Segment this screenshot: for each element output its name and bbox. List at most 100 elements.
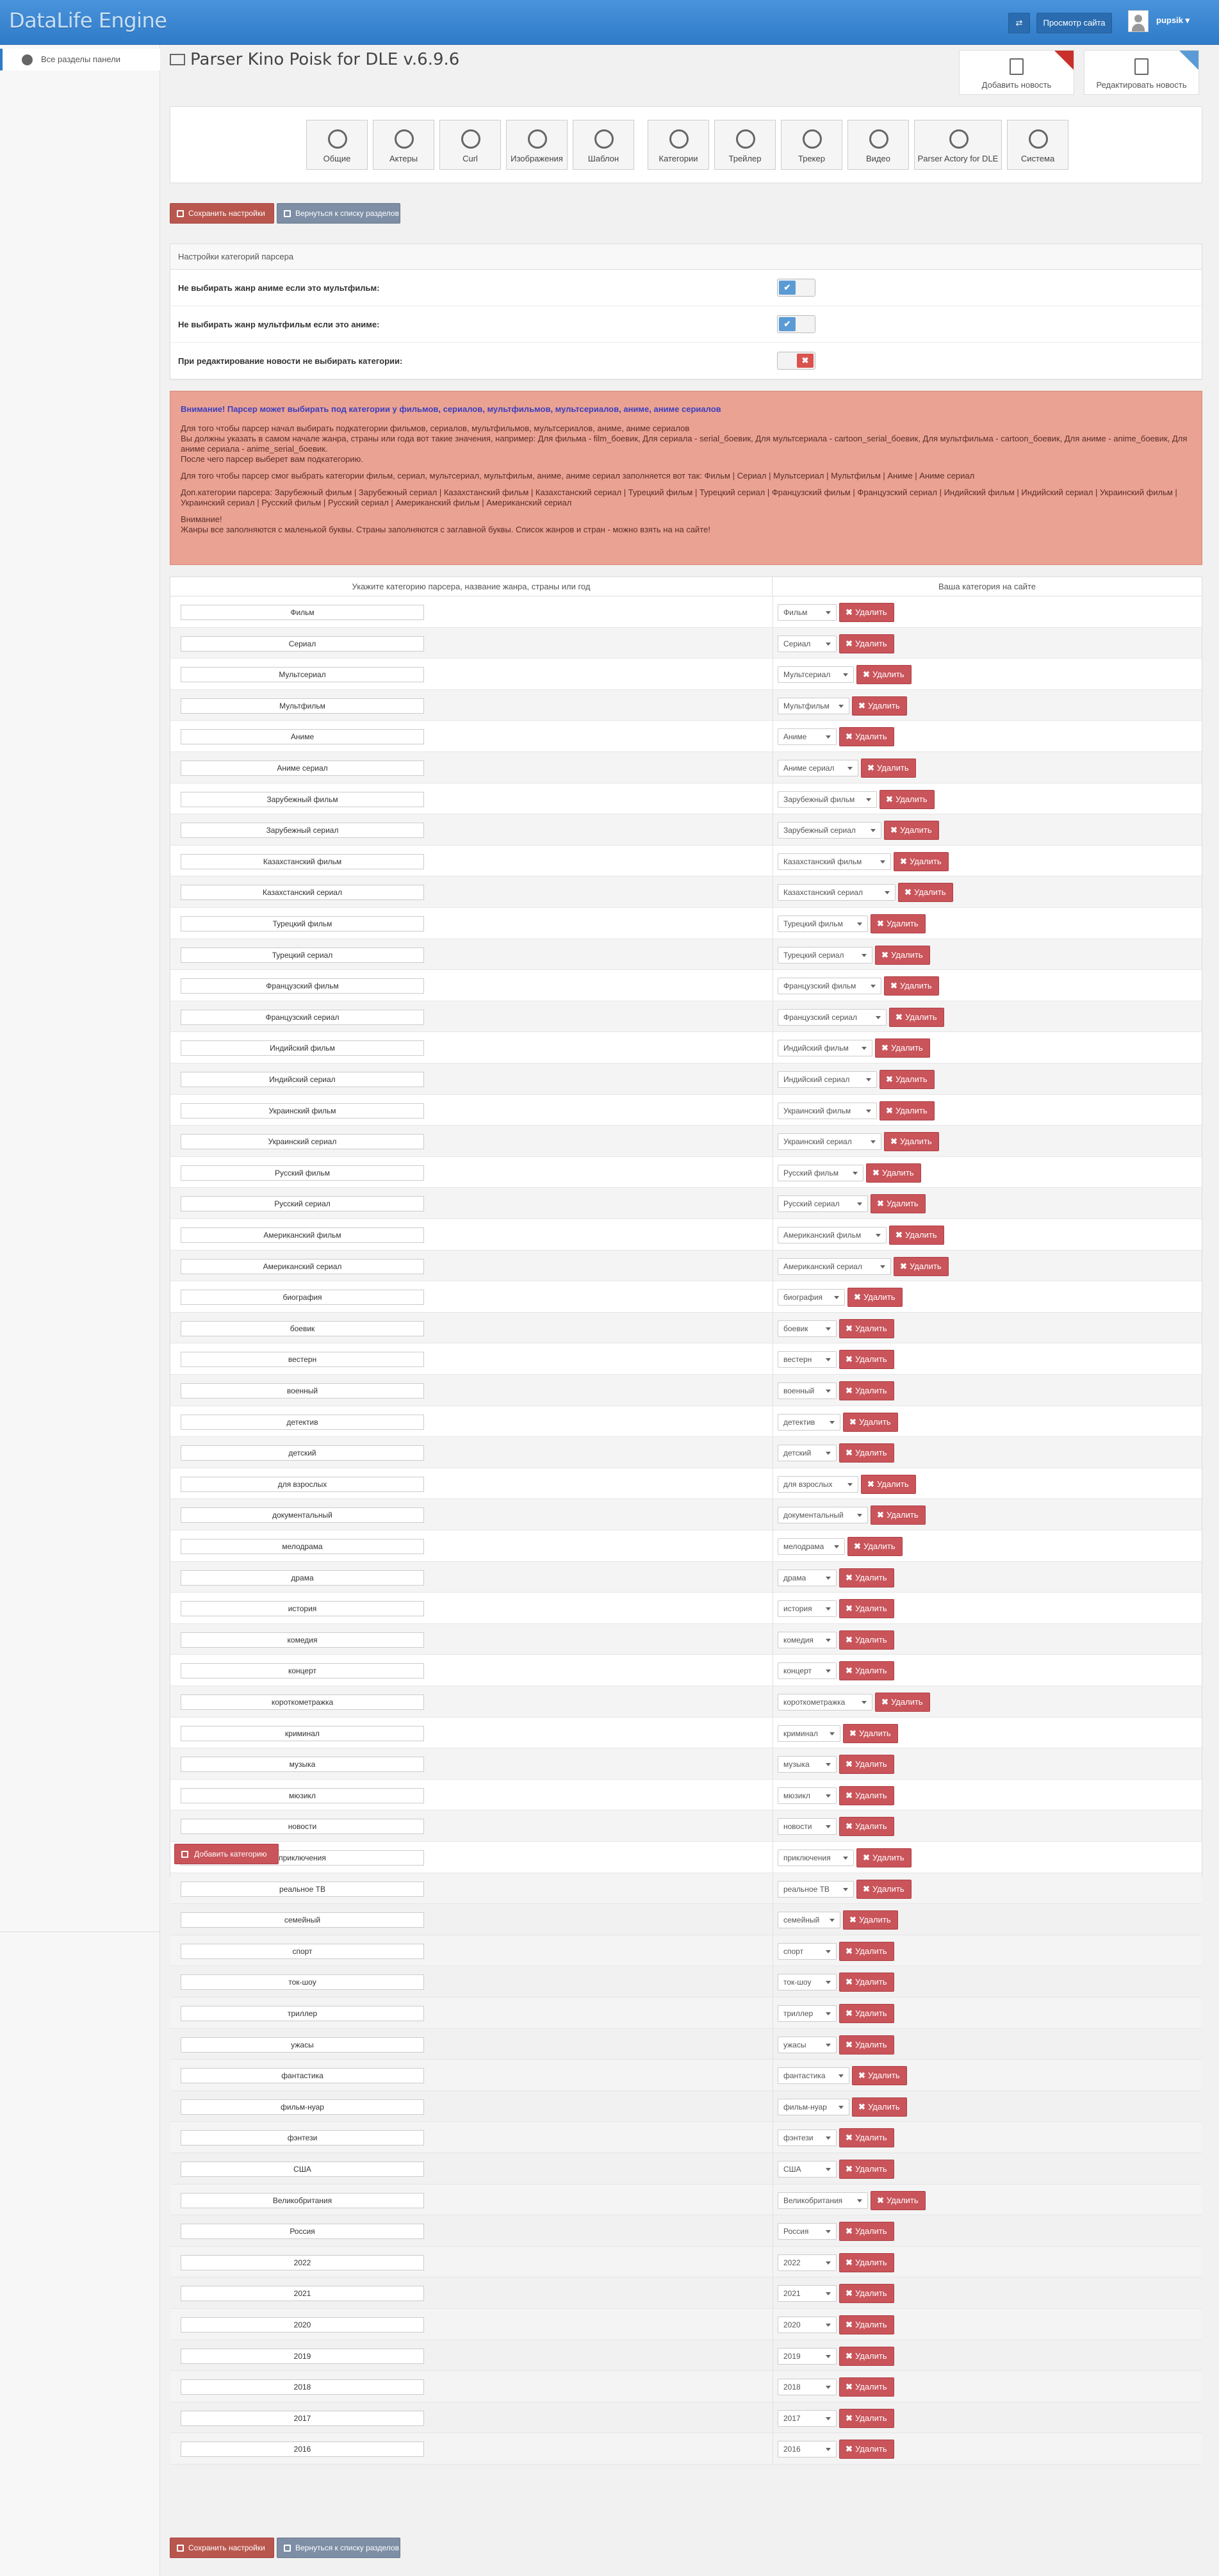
delete-button[interactable]: ✖ Удалить [884, 821, 939, 841]
user-menu[interactable]: pupsik ▾ [1156, 15, 1190, 25]
site-category-select[interactable]: история [778, 1600, 837, 1618]
site-category-select[interactable]: детектив [778, 1413, 840, 1431]
parser-category-input[interactable]: Украинский фильм [181, 1103, 424, 1119]
site-category-select[interactable]: США [778, 2161, 837, 2178]
site-category-select[interactable]: концерт [778, 1662, 837, 1680]
parser-category-input[interactable]: семейный [181, 1912, 424, 1928]
delete-button[interactable]: ✖ Удалить [847, 1288, 903, 1308]
toggle-switch[interactable]: ✖ [777, 352, 815, 370]
parser-category-input[interactable]: короткометражка [181, 1694, 424, 1710]
site-category-select[interactable]: военный [778, 1382, 837, 1399]
delete-button[interactable]: ✖ Удалить [871, 1194, 926, 1214]
parser-category-input[interactable]: Индийский сериал [181, 1072, 424, 1087]
site-category-select[interactable]: Зарубежный фильм [778, 791, 877, 808]
site-category-select[interactable]: мелодрама [778, 1538, 845, 1555]
delete-button[interactable]: ✖ Удалить [839, 2128, 894, 2148]
site-category-select[interactable]: реальное ТВ [778, 1880, 854, 1898]
site-category-select[interactable]: короткометражка [778, 1694, 872, 1710]
site-category-select[interactable]: криминал [778, 1725, 840, 1742]
parser-category-input[interactable]: 2022 [181, 2254, 424, 2270]
site-category-select[interactable]: Зарубежный сериал [778, 822, 881, 839]
delete-button[interactable]: ✖ Удалить [843, 1723, 898, 1743]
tool-settings[interactable]: Общие [306, 120, 368, 170]
site-category-select[interactable]: 2021 [778, 2285, 837, 2302]
delete-button[interactable]: ✖ Удалить [839, 634, 894, 653]
delete-button[interactable]: ✖ Удалить [839, 1817, 894, 1837]
parser-category-input[interactable]: комедия [181, 1632, 424, 1648]
parser-category-input[interactable]: Украинский сериал [181, 1134, 424, 1150]
delete-button[interactable]: ✖ Удалить [852, 696, 907, 716]
delete-button[interactable]: ✖ Удалить [839, 603, 894, 622]
delete-button[interactable]: ✖ Удалить [843, 1910, 898, 1930]
delete-button[interactable]: ✖ Удалить [884, 1132, 939, 1152]
delete-button[interactable]: ✖ Удалить [839, 2377, 894, 2397]
site-category-select[interactable]: Американский сериал [778, 1258, 891, 1275]
delete-button[interactable]: ✖ Удалить [839, 1599, 894, 1619]
delete-button[interactable]: ✖ Удалить [839, 1568, 894, 1587]
delete-button[interactable]: ✖ Удалить [839, 1350, 894, 1370]
delete-button[interactable]: ✖ Удалить [871, 914, 926, 933]
tool-curl[interactable]: Curl [439, 120, 501, 170]
add-news-button[interactable]: Добавить новость [959, 50, 1074, 95]
parser-category-input[interactable]: Индийский фильм [181, 1040, 424, 1056]
site-category-select[interactable]: Мультфильм [778, 697, 849, 714]
parser-category-input[interactable]: Зарубежный сериал [181, 823, 424, 839]
parser-category-input[interactable]: документальный [181, 1507, 424, 1523]
delete-button[interactable]: ✖ Удалить [852, 2066, 907, 2086]
delete-button[interactable]: ✖ Удалить [898, 883, 953, 903]
site-category-select[interactable]: 2022 [778, 2254, 837, 2271]
site-category-select[interactable]: биография [778, 1289, 845, 1306]
parser-category-input[interactable]: Мультсериал [181, 667, 424, 683]
site-category-select[interactable]: для взрослых [778, 1475, 858, 1493]
site-category-select[interactable]: 2017 [778, 2409, 837, 2427]
parser-category-input[interactable]: новости [181, 1819, 424, 1835]
parser-category-input[interactable]: фильм-нуар [181, 2099, 424, 2115]
parser-category-input[interactable]: 2019 [181, 2348, 424, 2364]
delete-button[interactable]: ✖ Удалить [875, 1693, 930, 1712]
delete-button[interactable]: ✖ Удалить [839, 1318, 894, 1338]
delete-button[interactable]: ✖ Удалить [839, 2315, 894, 2334]
site-category-select[interactable]: фантастика [778, 2067, 849, 2085]
site-category-select[interactable]: боевик [778, 1320, 837, 1337]
parser-category-input[interactable]: Французский сериал [181, 1009, 424, 1025]
delete-button[interactable]: ✖ Удалить [871, 2190, 926, 2210]
delete-button[interactable]: ✖ Удалить [843, 1412, 898, 1432]
site-category-select[interactable]: Русский фильм [778, 1164, 863, 1181]
app-logo[interactable]: DataLife Engine [9, 8, 167, 33]
site-category-select[interactable]: спорт [778, 1942, 837, 1960]
delete-button[interactable]: ✖ Удалить [839, 2346, 894, 2366]
tool-video[interactable]: Видео [847, 120, 909, 170]
delete-button[interactable]: ✖ Удалить [839, 1973, 894, 1992]
site-category-select[interactable]: Россия [778, 2223, 837, 2240]
parser-category-input[interactable]: Зарубежный фильм [181, 791, 424, 807]
tool-parser-actory[interactable]: Parser Actory for DLE [914, 120, 1002, 170]
site-category-select[interactable]: 2019 [778, 2347, 837, 2365]
delete-button[interactable]: ✖ Удалить [839, 1443, 894, 1463]
delete-button[interactable]: ✖ Удалить [839, 2440, 894, 2459]
delete-button[interactable]: ✖ Удалить [852, 2097, 907, 2117]
parser-category-input[interactable]: музыка [181, 1757, 424, 1773]
delete-button[interactable]: ✖ Удалить [861, 1474, 916, 1494]
parser-category-input[interactable]: 2021 [181, 2286, 424, 2302]
parser-category-input[interactable]: военный [181, 1383, 424, 1399]
site-category-select[interactable]: Великобритания [778, 2192, 868, 2209]
site-category-select[interactable]: документальный [778, 1507, 868, 1524]
site-category-select[interactable]: ужасы [778, 2036, 837, 2053]
delete-button[interactable]: ✖ Удалить [839, 2284, 894, 2304]
toggle-switch[interactable]: ✔ [777, 279, 815, 297]
delete-button[interactable]: ✖ Удалить [847, 1537, 903, 1556]
delete-button[interactable]: ✖ Удалить [884, 976, 939, 996]
parser-category-input[interactable]: ужасы [181, 2037, 424, 2053]
site-category-select[interactable]: Фильм [778, 604, 837, 621]
site-category-select[interactable]: Аниме сериал [778, 760, 858, 776]
delete-button[interactable]: ✖ Удалить [879, 789, 935, 809]
parser-category-input[interactable]: биография [181, 1290, 424, 1306]
save-settings-button[interactable]: Сохранить настройки [170, 2538, 274, 2558]
parser-category-input[interactable]: Американский фильм [181, 1227, 424, 1243]
site-category-select[interactable]: фильм-нуар [778, 2098, 849, 2115]
parser-category-input[interactable]: триллер [181, 2006, 424, 2021]
tool-actors[interactable]: Актеры [373, 120, 434, 170]
parser-category-input[interactable]: мюзикл [181, 1787, 424, 1803]
delete-button[interactable]: ✖ Удалить [839, 727, 894, 747]
site-category-select[interactable]: ток-шоу [778, 1974, 837, 1991]
